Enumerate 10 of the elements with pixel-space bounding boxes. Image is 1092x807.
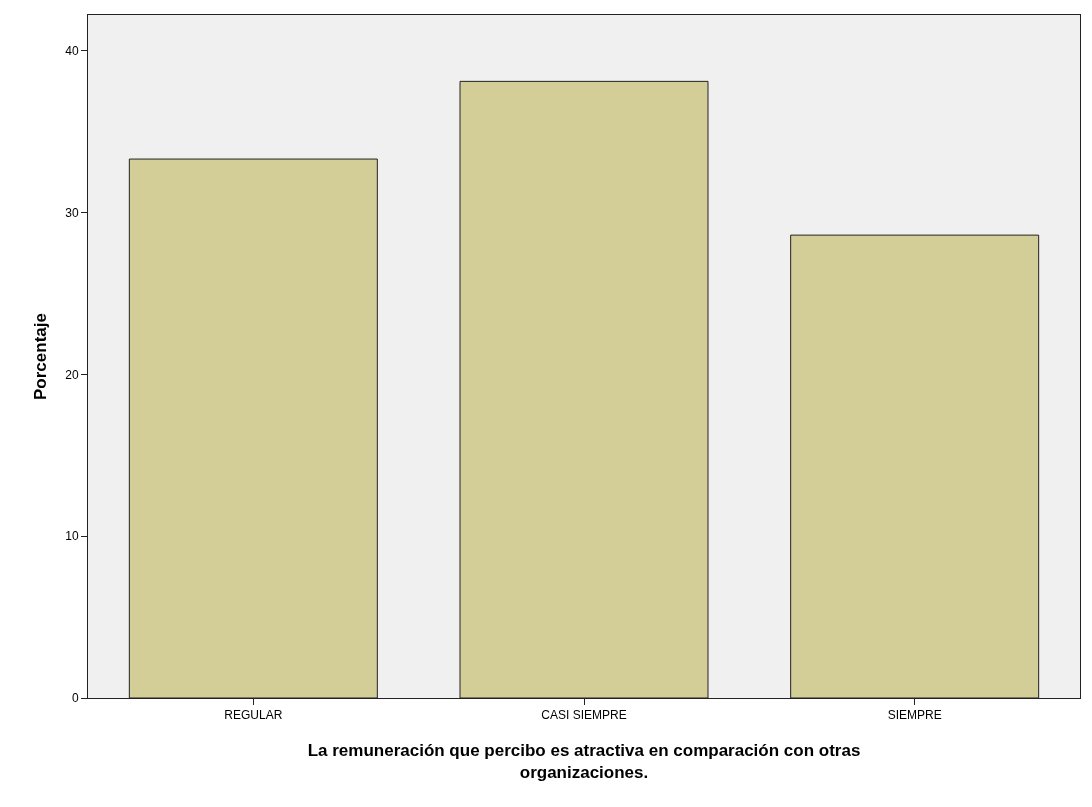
x-tick-label: CASI SIEMPRE bbox=[541, 708, 627, 723]
x-axis-title: La remuneración que percibo es atractiva en comparación con otras organizaciones. bbox=[307, 740, 861, 782]
y-tick-label: 40 bbox=[65, 43, 79, 58]
y-tick-label: 30 bbox=[65, 205, 79, 220]
x-tick-label: REGULAR bbox=[224, 708, 283, 723]
y-tick-label: 0 bbox=[71, 691, 79, 706]
y-tick-label: 20 bbox=[65, 367, 79, 382]
y-tick-label: 10 bbox=[65, 529, 79, 544]
x-tick-label: SIEMPRE bbox=[887, 708, 942, 723]
y-axis-title: Porcentaje bbox=[30, 313, 50, 400]
